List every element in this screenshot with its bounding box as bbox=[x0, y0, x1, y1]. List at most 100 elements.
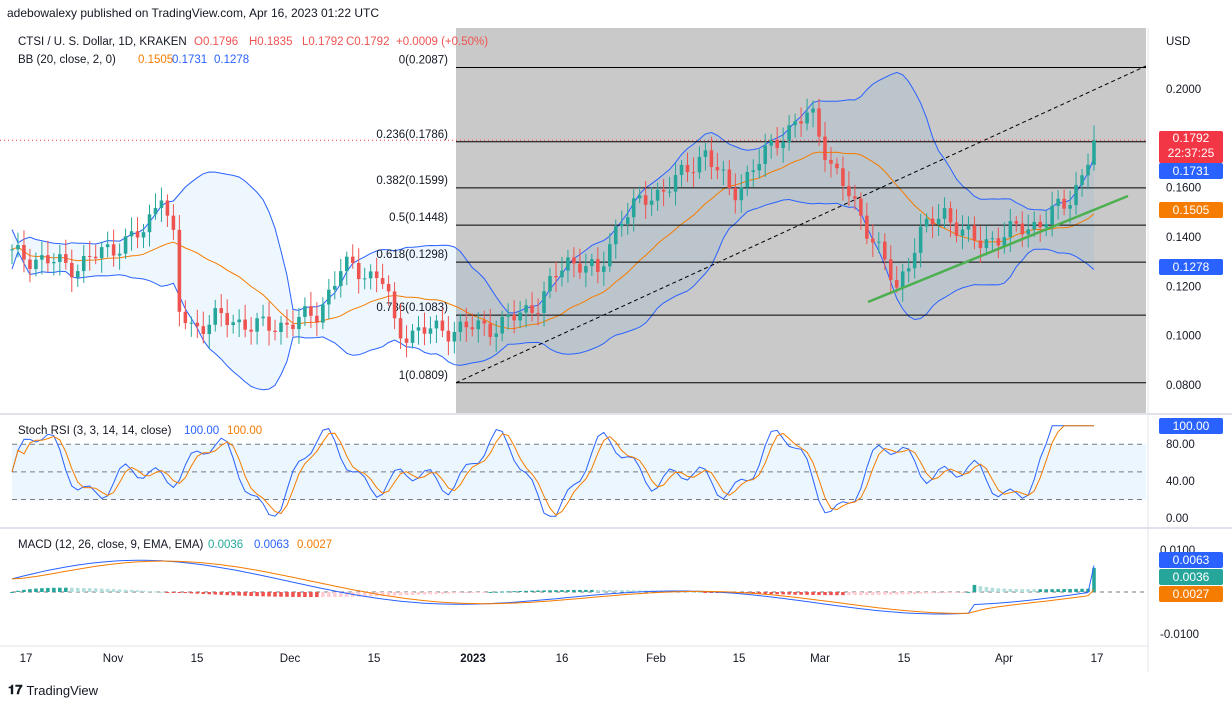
macd-hist-bar bbox=[380, 592, 385, 596]
macd-hist-bar bbox=[93, 588, 98, 592]
candle-body bbox=[129, 231, 134, 237]
bb-lower-badge: 0.1278 bbox=[1159, 259, 1223, 275]
candle-body bbox=[787, 125, 791, 143]
macd-line-value: 0.0063 bbox=[254, 539, 289, 551]
macd-hist-bar bbox=[99, 588, 104, 592]
candle-body bbox=[751, 170, 756, 173]
macd-hist-bar bbox=[291, 592, 295, 597]
macd-signal-value: 0.0027 bbox=[297, 539, 332, 551]
candle-body bbox=[727, 169, 732, 188]
macd-hist-bar bbox=[75, 587, 80, 592]
macd-hist-bar bbox=[912, 592, 917, 594]
candle-body bbox=[918, 226, 923, 253]
time-tick-label: Dec bbox=[280, 653, 301, 665]
macd-hist-bar bbox=[231, 592, 235, 596]
macd-hist-bar bbox=[1008, 588, 1013, 592]
candle-body bbox=[87, 255, 92, 257]
macd-hist-bar bbox=[368, 592, 373, 597]
macd-hist-bar bbox=[183, 592, 188, 594]
macd-hist-bar bbox=[1092, 567, 1096, 592]
candle-body bbox=[171, 215, 176, 230]
macd-hist-bar bbox=[69, 587, 74, 592]
macd-hist-bar bbox=[1062, 589, 1066, 592]
candle-body bbox=[422, 327, 427, 334]
candle-body bbox=[58, 254, 62, 262]
macd-hist-bar bbox=[458, 592, 463, 594]
candle-body bbox=[972, 225, 977, 241]
macd-hist-bar bbox=[440, 592, 445, 594]
candle-body bbox=[912, 252, 917, 269]
candle-body bbox=[159, 200, 164, 208]
candle-body bbox=[936, 218, 941, 225]
macd-hist-bar bbox=[249, 592, 253, 596]
candle-body bbox=[315, 315, 319, 323]
candle-body bbox=[416, 327, 421, 331]
tradingview-footer[interactable]: 𝟏𝟕 TradingView bbox=[8, 682, 98, 698]
macd-hist-bar bbox=[530, 590, 534, 592]
macd-hist-bar bbox=[452, 592, 457, 594]
macd-hist-bar bbox=[410, 592, 415, 595]
macd-hist-bar bbox=[978, 586, 983, 592]
macd-hist-bar bbox=[930, 592, 935, 594]
candle-body bbox=[1074, 185, 1078, 206]
macd-hist-bar bbox=[494, 591, 498, 593]
time-tick-label: Apr bbox=[995, 653, 1013, 665]
candle-body bbox=[1092, 140, 1096, 165]
ohlc-change: +0.0009 (+0.50%) bbox=[396, 36, 488, 48]
macd-hist-bar bbox=[554, 590, 558, 592]
candle-body bbox=[900, 271, 905, 288]
macd-hist-bar bbox=[625, 590, 630, 592]
candle-body bbox=[446, 330, 451, 342]
time-tick-label: 16 bbox=[556, 653, 569, 665]
macd-hist-bar bbox=[500, 591, 504, 593]
macd-hist-bar bbox=[243, 592, 247, 596]
candle-body bbox=[1008, 221, 1013, 238]
candle-body bbox=[673, 175, 678, 192]
candle-body bbox=[177, 229, 182, 312]
macd-hist-bar bbox=[1074, 588, 1078, 592]
time-tick-label: 15 bbox=[191, 653, 204, 665]
candle-body bbox=[386, 283, 391, 292]
macd-hist-bar bbox=[877, 592, 881, 595]
candle-body bbox=[990, 238, 995, 240]
macd-signal-badge: 0.0027 bbox=[1159, 586, 1223, 602]
macd-hist-bar bbox=[518, 590, 522, 592]
candle-body bbox=[321, 304, 325, 323]
macd-hist-bar bbox=[775, 592, 779, 595]
fib-level-label: 0.5(0.1448) bbox=[389, 212, 448, 224]
candle-body bbox=[81, 255, 86, 272]
macd-hist-bar bbox=[918, 592, 923, 594]
candle-body bbox=[960, 229, 965, 236]
macd-hist-bar bbox=[434, 592, 439, 595]
candle-body bbox=[404, 338, 409, 343]
candle-body bbox=[201, 326, 206, 335]
macd-hist-bar bbox=[141, 590, 146, 592]
macd-hist-bar bbox=[524, 590, 528, 592]
candle-body bbox=[303, 306, 307, 317]
candle-body bbox=[894, 279, 899, 288]
candle-body bbox=[942, 208, 947, 219]
macd-hist-bar bbox=[123, 589, 128, 592]
macd-hist-bar bbox=[829, 592, 833, 596]
time-tick-label: 15 bbox=[733, 653, 746, 665]
macd-hist-bar bbox=[333, 592, 337, 597]
candle-body bbox=[279, 322, 283, 333]
candle-body bbox=[1068, 205, 1072, 209]
ohlc-low: L0.1792 bbox=[302, 36, 344, 48]
macd-hist-bar bbox=[273, 592, 277, 597]
candle-body bbox=[625, 217, 630, 224]
candle-body bbox=[374, 271, 379, 279]
candle-body bbox=[572, 257, 576, 264]
macd-hist-bar bbox=[1044, 589, 1048, 592]
macd-hist-bar bbox=[936, 592, 941, 594]
candle-body bbox=[75, 271, 80, 278]
stoch-tick-label: 40.00 bbox=[1166, 476, 1195, 488]
macd-hist-bar bbox=[835, 592, 839, 596]
macd-hist-bar bbox=[888, 592, 893, 595]
macd-hist-bar bbox=[87, 588, 92, 592]
macd-hist-bar bbox=[769, 592, 773, 595]
candle-body bbox=[745, 172, 750, 188]
macd-hist-bar bbox=[201, 592, 206, 594]
macd-hist-bar bbox=[117, 589, 122, 592]
